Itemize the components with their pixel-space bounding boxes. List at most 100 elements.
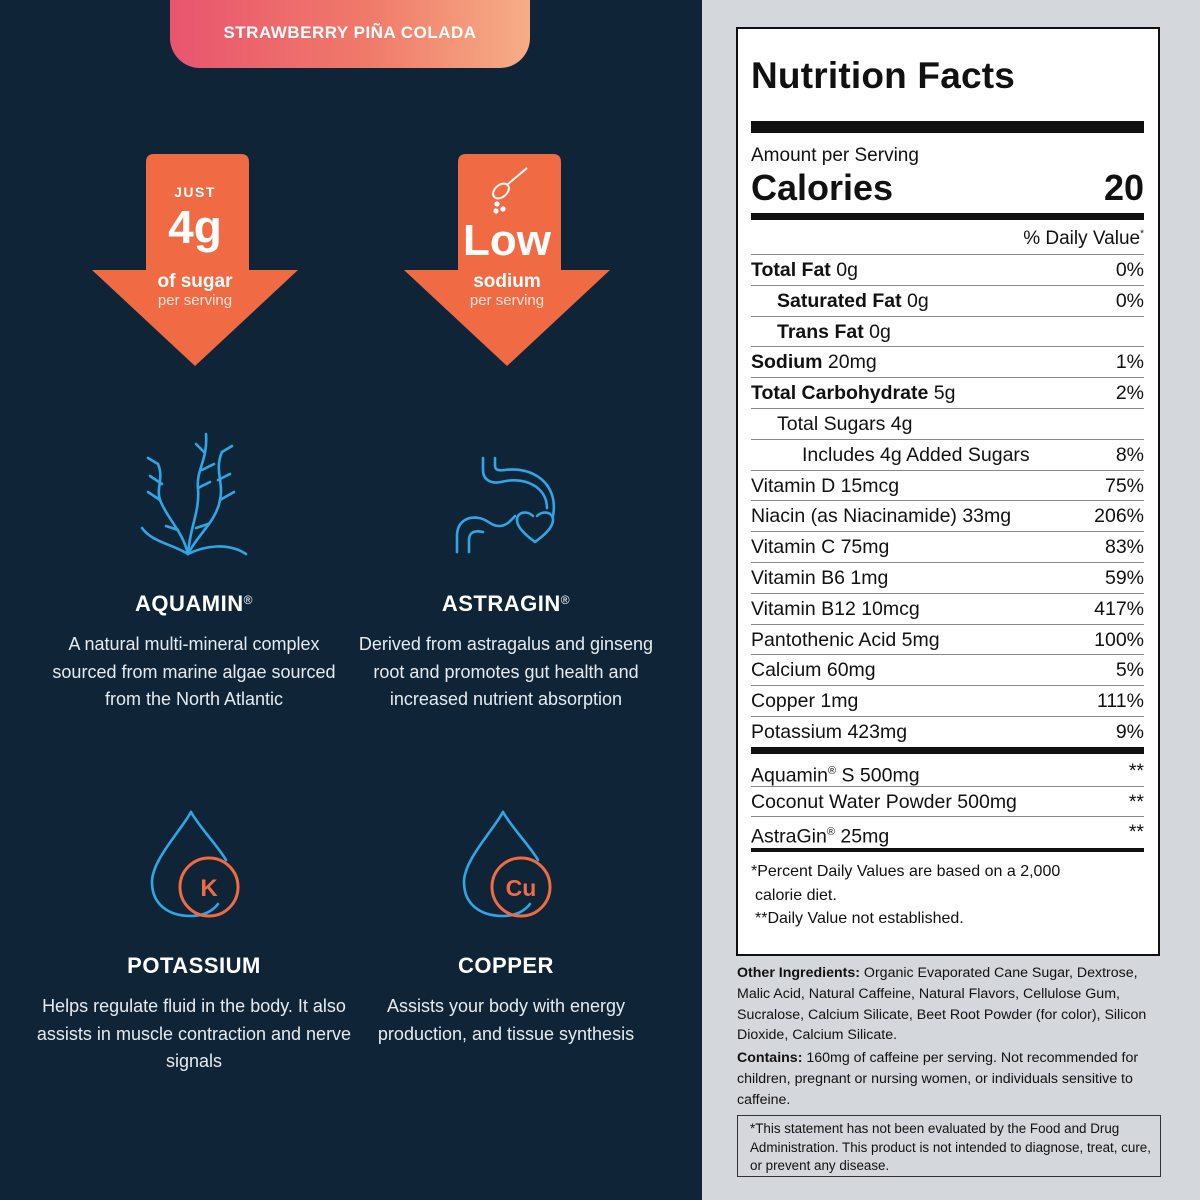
feature-title: AQUAMIN® — [135, 591, 253, 616]
potassium-symbol: K — [200, 875, 218, 902]
fda-disclaimer: *This statement has not been evaluated b… — [737, 1115, 1161, 1177]
sugar-amount: 4g — [168, 201, 222, 253]
ingredient-dv: ** — [1128, 821, 1144, 844]
ingredient-name: Coconut Water Powder 500mg — [751, 790, 1017, 813]
nutrient-dv: 83% — [1104, 536, 1144, 559]
arrow-down-icon — [92, 154, 298, 366]
other-ingredients: Other Ingredients: Organic Evaporated Ca… — [737, 965, 1147, 1044]
nutrient-name: Niacin (as Niacinamide) 33mg — [751, 505, 1012, 528]
sodium-sub: per serving — [469, 292, 545, 309]
nutrient-row: Copper 1mg 111% — [751, 686, 1144, 717]
nutrient-dv: 5% — [1115, 659, 1144, 682]
nutrient-name: Total Fat 0g — [751, 259, 858, 281]
feature-title: ASTRAGIN® — [441, 591, 571, 616]
feature-description: Derived from astragalus and ginseng root… — [358, 634, 654, 709]
nutrient-rows: Total Fat 0g 0% Saturated Fat 0g 0% Trans Fa… — [751, 255, 1144, 748]
nutrient-name: Sodium 20mg — [751, 351, 877, 374]
spoon-icon — [492, 167, 528, 214]
nutrient-dv: 100% — [1094, 628, 1144, 651]
sugar-badge: JUST 4g of sugar per serving — [91, 154, 299, 366]
daily-value-header: % Daily Value* — [751, 220, 1144, 255]
nutrient-dv: 0% — [1115, 289, 1144, 312]
ingredient-row: AstraGin® 25mg ** — [751, 817, 1144, 848]
ingredient-dv: ** — [1128, 790, 1144, 813]
nutrient-row: Calcium 60mg 5% — [751, 655, 1144, 687]
nutrient-dv: 2% — [1115, 382, 1144, 405]
nutrient-name: Potassium 423mg — [751, 720, 908, 743]
divider — [751, 213, 1144, 220]
nutrient-name: Vitamin D 15mcg — [751, 474, 900, 497]
stomach-heart-icon — [455, 456, 556, 554]
feature-description: A natural multi-mineral complex sourced … — [52, 634, 336, 709]
nutrient-dv: 206% — [1094, 505, 1144, 528]
nutrient-name: Total Carbohydrate 5g — [751, 382, 956, 405]
nutrition-facts-label: Nutrition Facts Amount per Serving Calor… — [736, 27, 1160, 956]
droplet-k-icon: K — [150, 810, 240, 918]
droplet-cu-icon: Cu — [462, 810, 552, 918]
sodium-amount: Low — [463, 216, 551, 265]
ingredient-name: AstraGin® 25mg — [751, 825, 890, 848]
nutrition-title: Nutrition Facts — [751, 55, 1016, 96]
nutrient-name: Includes 4g Added Sugars — [802, 443, 1030, 466]
divider — [751, 746, 1144, 754]
feature-aquamin: AQUAMIN® A natural multi-mineral complex… — [44, 591, 344, 714]
nutrient-row: Total Fat 0g 0% — [751, 255, 1144, 286]
sugar-prefix: JUST — [174, 184, 216, 200]
nutrient-dv: 111% — [1097, 690, 1144, 713]
sodium-label: sodium — [473, 271, 541, 292]
arrow-down-icon — [404, 154, 610, 366]
nutrient-dv: 0% — [1115, 259, 1144, 281]
nutrient-dv: 1% — [1115, 351, 1144, 374]
nutrient-dv: 9% — [1115, 720, 1144, 743]
nutrient-dv: 417% — [1094, 597, 1144, 620]
calories-value: 20 — [1103, 167, 1144, 208]
nutrient-row: Total Carbohydrate 5g 2% — [751, 378, 1144, 409]
feature-copper: COPPER Assists your body with energy pro… — [376, 953, 636, 1048]
feature-astragin: ASTRAGIN® Derived from astragalus and gi… — [356, 591, 656, 714]
nutrient-row: Includes 4g Added Sugars 8% — [751, 440, 1144, 471]
nutrient-dv: 75% — [1104, 474, 1144, 497]
sugar-sub: per serving — [157, 292, 233, 309]
nutrient-name: Total Sugars 4g — [777, 412, 913, 435]
ingredient-name: Aquamin® S 500mg — [751, 764, 920, 787]
feature-potassium: POTASSIUM Helps regulate fluid in the bo… — [34, 953, 354, 1076]
calories-label: Calories — [751, 167, 894, 208]
nutrient-name: Vitamin B12 10mcg — [751, 597, 920, 620]
contains-warning: Contains: 160mg of caffeine per serving.… — [737, 1050, 1139, 1108]
nutrient-name: Trans Fat 0g — [777, 320, 891, 343]
nutrient-dv: 8% — [1115, 443, 1144, 466]
nutrient-name: Vitamin B6 1mg — [751, 566, 889, 589]
flavor-banner: STRAWBERRY PIÑA COLADA — [170, 0, 530, 68]
nutrient-name: Pantothenic Acid 5mg — [751, 628, 940, 651]
nutrient-row: Saturated Fat 0g 0% — [751, 286, 1144, 317]
divider — [751, 121, 1144, 133]
feature-title: COPPER — [458, 953, 554, 978]
nutrient-row: Vitamin B6 1mg 59% — [751, 563, 1144, 594]
nutrient-row: Pantothenic Acid 5mg 100% — [751, 625, 1144, 656]
nutrient-name: Vitamin C 75mg — [751, 536, 890, 559]
extra-rows: Aquamin® S 500mg ** Coconut Water Powder 5… — [751, 756, 1144, 848]
ingredient-dv: ** — [1128, 759, 1144, 782]
nutrient-row: Vitamin B12 10mcg 417% — [751, 594, 1144, 625]
nutrient-name: Copper 1mg — [751, 690, 859, 713]
copper-symbol: Cu — [506, 875, 537, 901]
ingredient-row: Aquamin® S 500mg ** — [751, 756, 1144, 787]
ingredient-row: Coconut Water Powder 500mg ** — [751, 787, 1144, 818]
nutrient-name: Saturated Fat 0g — [777, 289, 929, 312]
nutrient-row: Total Sugars 4g — [751, 409, 1144, 440]
sodium-badge: Low sodium per serving — [403, 154, 611, 366]
divider — [751, 848, 1144, 853]
nutrient-row: Trans Fat 0g — [751, 317, 1144, 348]
seaweed-icon — [140, 432, 248, 556]
nutrient-row: Sodium 20mg 1% — [751, 347, 1144, 379]
sugar-label: of sugar — [157, 271, 233, 292]
footnote: *Percent Daily Values are based on a 2,0… — [751, 863, 1061, 928]
features-panel: STRAWBERRY PIÑA COLADA JUST 4g of sugar … — [0, 0, 702, 1200]
calories-row: Calories 20 — [751, 167, 1144, 213]
nutrient-row: Vitamin D 15mcg 75% — [751, 471, 1144, 502]
nutrient-row: Niacin (as Niacinamide) 33mg 206% — [751, 501, 1144, 533]
feature-title: POTASSIUM — [127, 953, 261, 978]
nutrient-row: Potassium 423mg 9% — [751, 717, 1144, 748]
feature-description: Helps regulate fluid in the body. It als… — [36, 996, 352, 1071]
nutrient-dv: 59% — [1104, 566, 1144, 589]
